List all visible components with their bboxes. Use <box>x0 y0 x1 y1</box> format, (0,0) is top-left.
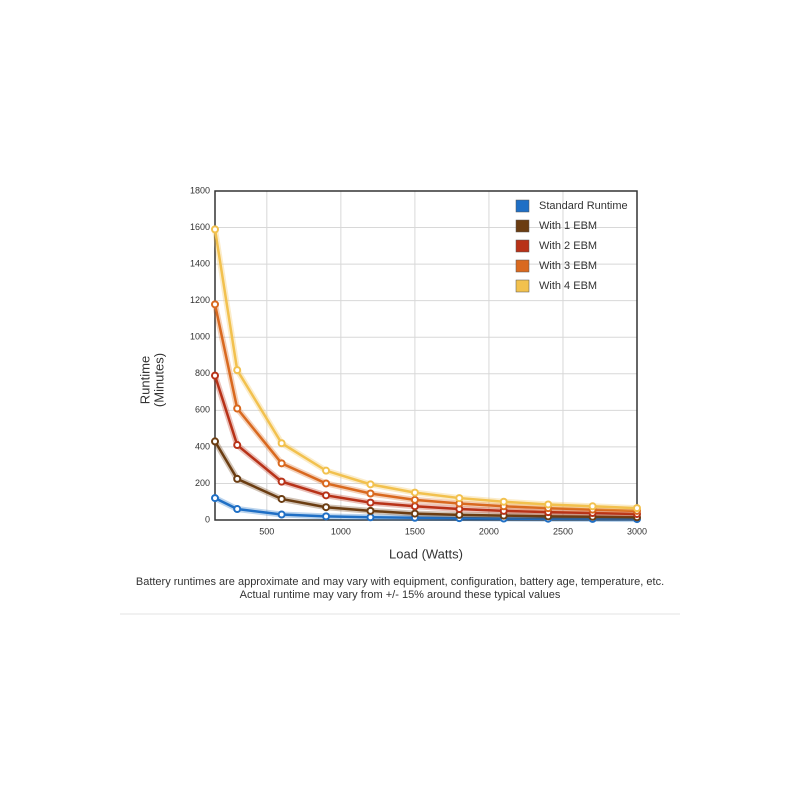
point <box>633 504 641 513</box>
legend-label: Standard Runtime <box>539 200 628 212</box>
point <box>233 474 242 483</box>
point <box>410 502 419 511</box>
point <box>410 488 419 497</box>
y-tick-label: 600 <box>195 405 210 415</box>
x-tick-label: 2000 <box>479 526 499 536</box>
x-tick-label: 500 <box>259 526 274 536</box>
point <box>499 497 508 506</box>
y-tick-label: 0 <box>205 514 210 524</box>
legend-label: With 1 EBM <box>539 220 597 232</box>
point <box>366 506 375 515</box>
point <box>588 502 597 511</box>
y-tick-label: 1400 <box>190 258 210 268</box>
y-tick-label: 400 <box>195 441 210 451</box>
point <box>322 491 331 500</box>
x-tick-label: 3000 <box>627 526 647 536</box>
point <box>277 477 286 486</box>
note: Actual runtime may vary from +/- 15% aro… <box>240 589 561 601</box>
y-tick-label: 200 <box>195 478 210 488</box>
y-tick-label: 800 <box>195 368 210 378</box>
point <box>277 510 286 519</box>
point <box>322 479 331 488</box>
legend-label: With 2 EBM <box>539 240 597 252</box>
x-tick-label: 1000 <box>331 526 351 536</box>
legend-swatch <box>515 199 530 213</box>
point <box>277 494 286 503</box>
legend-label: With 4 EBM <box>539 280 597 292</box>
x-tick-label: 2500 <box>553 526 573 536</box>
point <box>366 513 375 522</box>
legend-swatch <box>515 279 530 293</box>
y-tick-label: 1200 <box>190 295 210 305</box>
point <box>211 300 219 309</box>
point <box>277 439 286 448</box>
point <box>544 500 553 509</box>
point <box>455 494 464 503</box>
y-axis-label: (Minutes) <box>151 353 166 407</box>
point <box>211 494 219 503</box>
legend-swatch <box>515 219 530 233</box>
point <box>322 466 331 475</box>
point <box>366 489 375 498</box>
x-axis-label: Load (Watts) <box>389 546 463 561</box>
plot-frame <box>214 190 638 521</box>
y-axis-label: Runtime <box>137 356 152 404</box>
y-tick-label: 1600 <box>190 222 210 232</box>
point <box>322 512 331 521</box>
point <box>211 225 219 234</box>
point <box>233 505 242 514</box>
point <box>410 495 419 504</box>
point <box>233 404 242 413</box>
point <box>277 459 286 468</box>
point <box>410 509 419 518</box>
legend-label: With 3 EBM <box>539 260 597 272</box>
legend-swatch <box>515 259 530 273</box>
y-tick-label: 1000 <box>190 332 210 342</box>
point <box>211 437 219 446</box>
point <box>233 441 242 450</box>
point <box>366 480 375 489</box>
point <box>211 371 219 380</box>
x-tick-label: 1500 <box>405 526 425 536</box>
point <box>322 503 331 512</box>
point <box>233 366 242 375</box>
y-tick-label: 1800 <box>190 185 210 195</box>
point <box>366 498 375 507</box>
legend-swatch <box>515 239 530 253</box>
note: Battery runtimes are approximate and may… <box>136 576 664 588</box>
